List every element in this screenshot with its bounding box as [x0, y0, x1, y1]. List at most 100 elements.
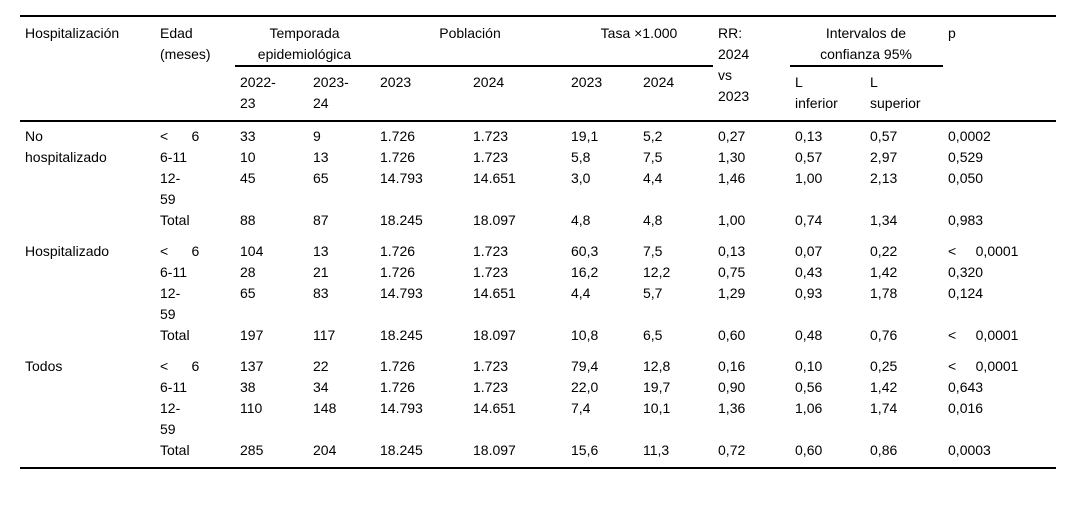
row-group-label: Hospitalizado	[25, 243, 110, 259]
cell-l-superior: 2,97	[870, 149, 898, 165]
cell-tasa-2024: 5,7	[643, 285, 663, 301]
table-row: 6-11 10 13 1.726 1.723 5,8 7,5 1,30 0,57 2,97 0,52…	[20, 147, 1056, 168]
cell-poblacion-2023: 14.793	[380, 400, 423, 416]
cell-poblacion-2024: 14.651	[473, 170, 516, 186]
cell-l-superior: 2,13	[870, 170, 898, 186]
table-row: 6-11 28 21 1.726 1.723 16,2 12,2 0,75 0,43 1,42 0,…	[20, 262, 1056, 283]
cell-l-inferior: 0,10	[795, 358, 823, 374]
cell-l-inferior: 0,43	[795, 264, 823, 280]
cell-rr: 0,13	[718, 243, 746, 259]
cell-l-inferior: 1,06	[795, 400, 823, 416]
cell-temporada-2022-23: 110	[240, 400, 263, 416]
cell-edad: 6-11	[160, 379, 187, 395]
cell-temporada-2023-24: 21	[313, 264, 329, 280]
cell-l-inferior: 0,56	[795, 379, 823, 395]
cell-l-inferior: 0,93	[795, 285, 823, 301]
cell-edad: Total	[160, 442, 190, 458]
cell-tasa-2024: 5,2	[643, 128, 663, 144]
cell-poblacion-2023: 1.726	[380, 128, 416, 144]
cell-tasa-2024: 4,4	[643, 170, 663, 186]
cell-temporada-2022-23: 65	[240, 285, 256, 301]
cell-poblacion-2023: 1.726	[380, 379, 416, 395]
group-header-row: Hospitalización Edad (meses) Temporada e…	[20, 16, 1057, 122]
cell-temporada-2023-24: 83	[313, 285, 329, 301]
cell-tasa-2023: 3,0	[571, 170, 591, 186]
cell-temporada-2023-24: 117	[313, 327, 336, 343]
cell-l-superior: 0,57	[870, 128, 898, 144]
cell-poblacion-2023: 18.245	[380, 212, 423, 228]
group-header-poblacion: Población	[375, 16, 566, 67]
cell-tasa-2023: 19,1	[571, 128, 599, 144]
cell-tasa-2024: 11,3	[643, 442, 670, 458]
cell-p: 0,643	[948, 379, 984, 395]
cell-rr: 0,27	[718, 128, 746, 144]
row-group-label: No hospitalizado	[25, 128, 107, 165]
table-row: Total 285 204 18.245 18.097 15,6 11,3 0,72 0,60 0…	[20, 440, 1056, 468]
cell-tasa-2023: 4,8	[571, 212, 591, 228]
cell-p: 0,983	[948, 212, 984, 228]
cell-rr: 0,72	[718, 442, 746, 458]
cell-tasa-2023: 22,0	[571, 379, 599, 395]
cell-tasa-2024: 4,8	[643, 212, 663, 228]
cell-temporada-2023-24: 13	[313, 243, 329, 259]
col-header-hospitalizacion: Hospitalización	[20, 16, 155, 122]
cell-poblacion-2024: 18.097	[473, 327, 516, 343]
results-table-container: Hospitalización Edad (meses) Temporada e…	[20, 15, 1057, 469]
cell-edad: Total	[160, 327, 190, 343]
sub-header-temporada-2022-23: 2022- 23	[235, 66, 308, 122]
cell-l-inferior: 0,48	[795, 327, 823, 343]
row-group-label: Todos	[25, 358, 63, 374]
cell-p: < 0,0001	[948, 358, 1019, 374]
cell-tasa-2024: 19,7	[643, 379, 671, 395]
cell-temporada-2023-24: 148	[313, 400, 337, 416]
cell-l-inferior: 0,57	[795, 149, 823, 165]
table-row: 12- 59 65 83 14.793 14.651 4,4 5,7 1,29 0,93 1,78…	[20, 283, 1056, 325]
cell-poblacion-2024: 1.723	[473, 243, 509, 259]
cell-poblacion-2023: 1.726	[380, 264, 416, 280]
cell-l-superior: 1,42	[870, 379, 898, 395]
cell-poblacion-2024: 18.097	[473, 442, 516, 458]
cell-temporada-2023-24: 9	[313, 128, 321, 144]
sub-header-row: 2022- 23 2023- 24 2023 2024 2023 2024 L …	[20, 66, 1056, 122]
cell-temporada-2022-23: 285	[240, 442, 264, 458]
cell-temporada-2023-24: 22	[313, 358, 329, 374]
cell-rr: 0,90	[718, 379, 746, 395]
cell-temporada-2023-24: 87	[313, 212, 329, 228]
table-header: Hospitalización Edad (meses) Temporada e…	[20, 16, 1057, 122]
group-header-intervalos-confianza: Intervalos de confianza 95%	[790, 16, 944, 67]
cell-poblacion-2024: 18.097	[473, 212, 516, 228]
sub-header-poblacion-2023: 2023	[375, 66, 468, 122]
cell-temporada-2022-23: 197	[240, 327, 264, 343]
cell-rr: 1,00	[718, 212, 746, 228]
cell-poblacion-2024: 1.723	[473, 358, 509, 374]
cell-temporada-2022-23: 104	[240, 243, 264, 259]
cell-temporada-2023-24: 13	[313, 149, 329, 165]
cell-temporada-2023-24: 65	[313, 170, 329, 186]
cell-l-superior: 1,42	[870, 264, 898, 280]
cell-temporada-2022-23: 45	[240, 170, 256, 186]
table-row: Total 88 87 18.245 18.097 4,8 4,8 1,00 0,74 1,34 0…	[20, 210, 1056, 231]
cell-rr: 0,75	[718, 264, 746, 280]
cell-poblacion-2023: 18.245	[380, 327, 423, 343]
cell-l-superior: 1,34	[870, 212, 898, 228]
cell-edad: 6-11	[160, 149, 187, 165]
cell-tasa-2023: 79,4	[571, 358, 599, 374]
cell-poblacion-2023: 1.726	[380, 149, 416, 165]
cell-p: 0,050	[948, 170, 984, 186]
cell-temporada-2022-23: 38	[240, 379, 256, 395]
cell-tasa-2024: 6,5	[643, 327, 663, 343]
col-header-p: p	[943, 16, 1057, 122]
cell-edad: 6-11	[160, 264, 187, 280]
sub-header-l-inferior: L inferior	[790, 66, 866, 122]
table-body: No hospitalizado < 6 33 9 1.726 1.723 19,1 5,2 0…	[20, 121, 1056, 468]
cell-l-inferior: 0,07	[795, 243, 823, 259]
cell-p: 0,124	[948, 285, 984, 301]
cell-poblacion-2024: 14.651	[473, 285, 516, 301]
cell-l-superior: 1,74	[870, 400, 898, 416]
group-header-tasa-x1000: Tasa ×1.000	[566, 16, 714, 67]
cell-poblacion-2024: 1.723	[473, 264, 509, 280]
cell-poblacion-2024: 1.723	[473, 379, 509, 395]
cell-temporada-2022-23: 88	[240, 212, 256, 228]
results-table: Hospitalización Edad (meses) Temporada e…	[20, 15, 1057, 469]
cell-l-inferior: 0,60	[795, 442, 823, 458]
